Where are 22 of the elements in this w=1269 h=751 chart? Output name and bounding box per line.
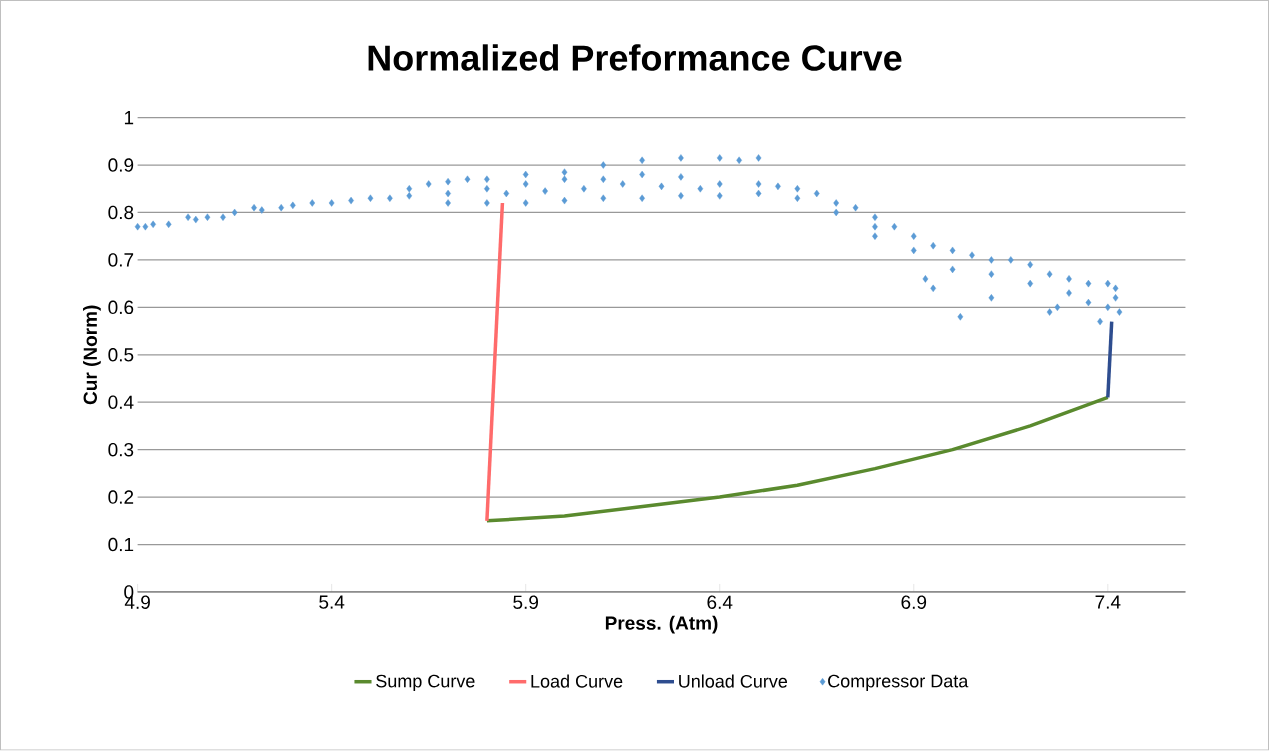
y-tick-label: 1 [124,111,134,125]
x-tick-label: 6.4 [707,595,733,610]
y-tick-label: 0.3 [108,443,134,457]
legend-label: Unload Curve [679,674,788,688]
chart-title: Normalized Preformance Curve [368,44,902,71]
y-tick-label: 0.9 [108,158,134,172]
x-tick-label: 5.9 [513,595,538,610]
x-axis-title: Press. (Atm) [605,616,718,634]
y-tick-label: 0.8 [108,205,134,220]
x-tick-label: 6.9 [901,595,927,610]
y-tick-label: 0.7 [108,253,134,267]
y-tick-label: 0.5 [108,348,134,362]
x-tick-label: 7.4 [1095,595,1121,609]
y-tick-label: 0.6 [108,300,134,315]
legend-label: Compressor Data [828,674,969,692]
legend-label: Sump Curve [376,674,475,692]
y-axis-title: Cur (Norm) [83,305,101,405]
y-tick-label: 0.2 [108,490,134,505]
y-tick-label: 0.4 [108,395,134,410]
legend-label: Load Curve [531,674,623,688]
y-tick-label: 0.1 [108,538,134,552]
x-tick-label: 5.4 [319,595,345,609]
